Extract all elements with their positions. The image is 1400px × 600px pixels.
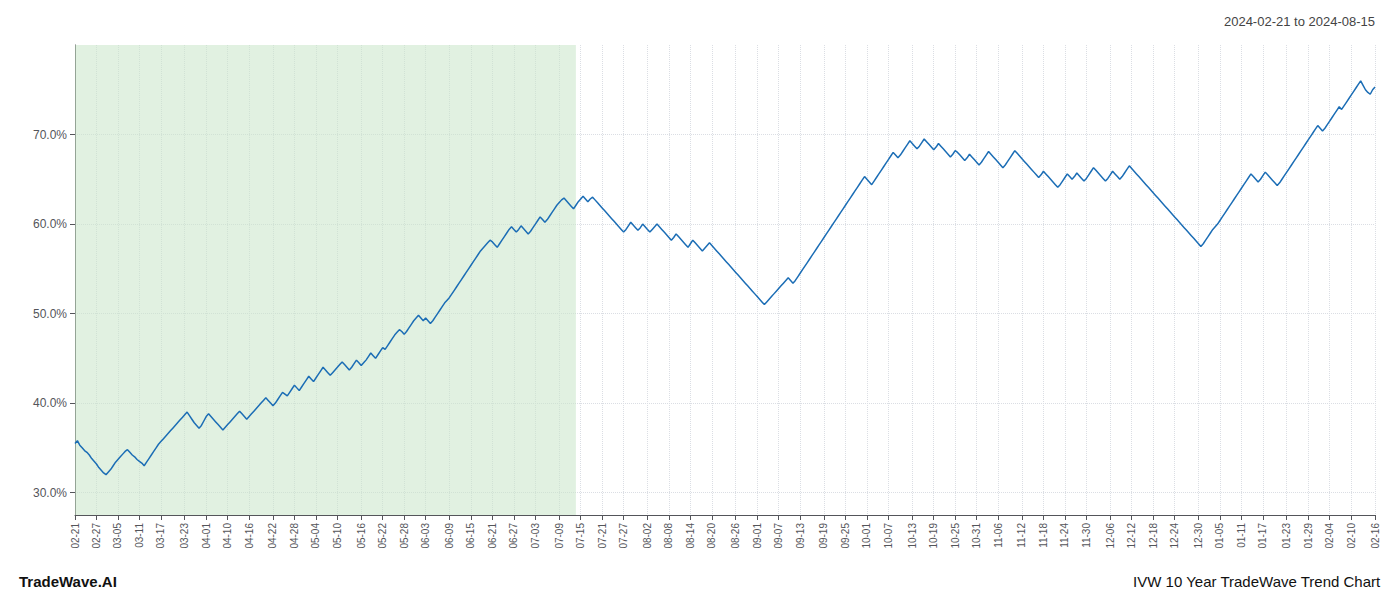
svg-text:11-18: 11-18: [1038, 523, 1049, 548]
svg-text:TradeWave.AI: TradeWave.AI: [19, 573, 117, 590]
svg-text:07-27: 07-27: [618, 523, 629, 549]
svg-text:08-26: 08-26: [730, 523, 741, 549]
svg-text:08-14: 08-14: [685, 523, 696, 549]
svg-text:02-21: 02-21: [70, 523, 81, 549]
svg-text:11-30: 11-30: [1081, 523, 1092, 548]
svg-text:07-09: 07-09: [554, 523, 565, 549]
svg-text:02-16: 02-16: [1370, 523, 1381, 549]
svg-text:08-20: 08-20: [706, 523, 717, 549]
svg-text:07-03: 07-03: [530, 523, 541, 549]
svg-text:02-27: 02-27: [91, 523, 102, 549]
svg-text:11-12: 11-12: [1016, 523, 1027, 548]
svg-text:12-06: 12-06: [1105, 523, 1116, 549]
svg-text:10-25: 10-25: [950, 523, 961, 549]
svg-text:30.0%: 30.0%: [33, 486, 67, 500]
svg-text:12-12: 12-12: [1126, 523, 1137, 549]
svg-text:40.0%: 40.0%: [33, 396, 67, 410]
svg-text:60.0%: 60.0%: [33, 217, 67, 231]
svg-text:01-11: 01-11: [1236, 523, 1247, 548]
svg-text:05-16: 05-16: [356, 523, 367, 549]
svg-text:08-08: 08-08: [663, 523, 674, 549]
svg-text:06-03: 06-03: [420, 523, 431, 549]
svg-text:12-24: 12-24: [1169, 523, 1180, 549]
svg-text:06-27: 06-27: [508, 523, 519, 549]
svg-text:01-29: 01-29: [1303, 523, 1314, 549]
svg-text:04-01: 04-01: [201, 523, 212, 549]
svg-text:08-02: 08-02: [642, 523, 653, 549]
svg-text:10-31: 10-31: [971, 523, 982, 549]
svg-text:09-01: 09-01: [752, 523, 763, 549]
svg-text:01-23: 01-23: [1281, 523, 1292, 549]
svg-text:50.0%: 50.0%: [33, 307, 67, 321]
svg-text:03-23: 03-23: [179, 523, 190, 549]
svg-text:01-05: 01-05: [1214, 523, 1225, 549]
svg-text:09-13: 09-13: [795, 523, 806, 549]
svg-text:05-10: 05-10: [332, 523, 343, 549]
svg-text:05-22: 05-22: [377, 523, 388, 549]
svg-text:06-15: 06-15: [465, 523, 476, 549]
svg-text:09-25: 09-25: [840, 523, 851, 549]
svg-text:02-10: 02-10: [1346, 523, 1357, 549]
svg-text:IVW 10 Year TradeWave Trend Ch: IVW 10 Year TradeWave Trend Chart: [1133, 573, 1381, 590]
svg-text:04-22: 04-22: [267, 523, 278, 549]
svg-text:06-21: 06-21: [487, 523, 498, 549]
svg-text:07-21: 07-21: [597, 523, 608, 549]
svg-text:12-30: 12-30: [1193, 523, 1204, 549]
svg-text:04-28: 04-28: [289, 523, 300, 549]
svg-text:10-13: 10-13: [907, 523, 918, 549]
svg-text:2024-02-21 to 2024-08-15: 2024-02-21 to 2024-08-15: [1224, 14, 1375, 29]
svg-text:03-11: 03-11: [134, 523, 145, 548]
svg-text:10-19: 10-19: [928, 523, 939, 549]
svg-text:09-07: 09-07: [773, 523, 784, 549]
svg-text:05-04: 05-04: [310, 523, 321, 549]
svg-text:10-01: 10-01: [861, 523, 872, 549]
svg-text:04-16: 04-16: [244, 523, 255, 549]
svg-text:09-19: 09-19: [818, 523, 829, 549]
svg-text:12-18: 12-18: [1148, 523, 1159, 549]
svg-text:03-05: 03-05: [112, 523, 123, 549]
svg-text:10-07: 10-07: [883, 523, 894, 549]
svg-text:04-10: 04-10: [222, 523, 233, 549]
svg-text:01-17: 01-17: [1257, 523, 1268, 549]
svg-text:03-17: 03-17: [155, 523, 166, 549]
svg-text:11-24: 11-24: [1059, 523, 1070, 548]
svg-text:02-04: 02-04: [1324, 523, 1335, 549]
svg-text:05-28: 05-28: [399, 523, 410, 549]
svg-text:70.0%: 70.0%: [33, 128, 67, 142]
svg-text:06-09: 06-09: [444, 523, 455, 549]
svg-text:11-06: 11-06: [993, 523, 1004, 548]
svg-text:07-15: 07-15: [575, 523, 586, 549]
